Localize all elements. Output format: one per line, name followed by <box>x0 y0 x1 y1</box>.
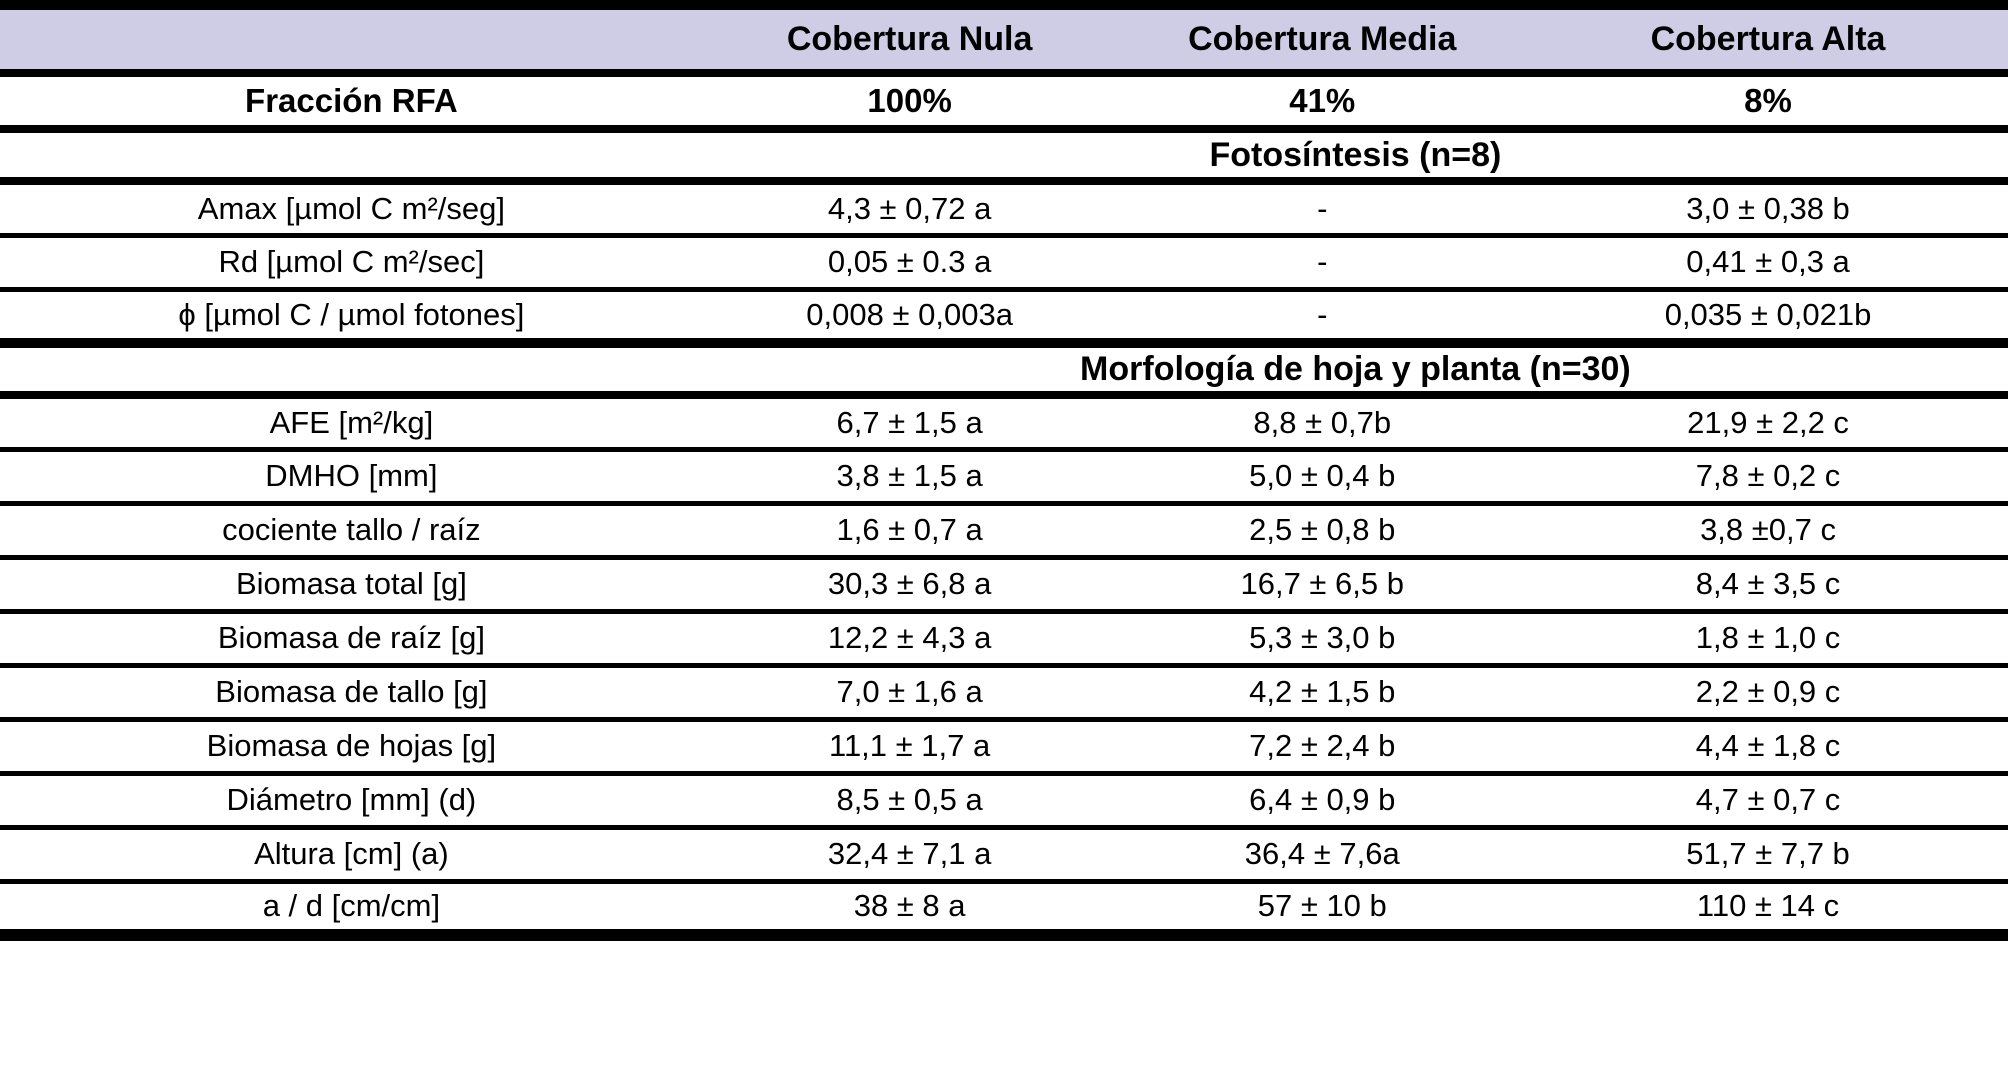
cell-value: 4,7 ± 0,7 c <box>1695 782 1841 817</box>
cell-value: 57 ± 10 b <box>1257 888 1387 924</box>
cell-value: 32,4 ± 7,1 a <box>827 836 992 871</box>
table-row: Biomasa de raíz [g] 12,2 ± 4,3 a 5,3 ± 3,0… <box>0 611 2008 665</box>
cell-value: 6,7 ± 1,5 a <box>836 404 983 440</box>
header-cell-cobertura-media: Cobertura Media <box>1188 20 1457 58</box>
table-row: Biomasa de hojas [g] 11,1 ± 1,7 a 7,2 ± 2,… <box>0 719 2008 773</box>
table-row: Amax [µmol C m²/seg] 4,3 ± 0,72 a - 3,0 ± 0… <box>0 181 2008 235</box>
cell-value: 6,4 ± 0,9 b <box>1249 782 1396 817</box>
cell-value: 8,4 ± 3,5 c <box>1695 566 1841 601</box>
section-empty-cell <box>0 343 703 395</box>
cell-value: 2,5 ± 0,8 b <box>1249 512 1396 547</box>
cell-value: 4,4 ± 1,8 c <box>1695 728 1841 763</box>
cell-value: 8,8 ± 0,7b <box>1253 404 1392 440</box>
results-table: Cobertura Nula Cobertura Media Cobertura… <box>0 0 2008 935</box>
cell-value: 5,0 ± 0,4 b <box>1249 458 1396 493</box>
row-label: a / d [cm/cm] <box>262 888 441 924</box>
cell-value: 8% <box>1744 82 1792 119</box>
row-label: cociente tallo / raíz <box>222 512 481 547</box>
cell-value: 3,8 ±0,7 c <box>1700 512 1836 547</box>
table-row: DMHO [mm] 3,8 ± 1,5 a 5,0 ± 0,4 b 7,8 ± 0,2… <box>0 449 2008 503</box>
cell-value: - <box>1317 190 1328 226</box>
row-label: Biomasa de tallo [g] <box>215 674 488 709</box>
section-title: Morfología de hoja y planta (n=30) <box>1080 350 1631 388</box>
cell-value: 1,8 ± 1,0 c <box>1695 620 1841 655</box>
cell-value: 21,9 ± 2,2 c <box>1687 404 1849 440</box>
row-label: Diámetro [mm] (d) <box>226 782 477 817</box>
cell-value: 8,5 ± 0,5 a <box>836 782 983 817</box>
table-row: ϕ [µmol C / µmol fotones] 0,008 ± 0,003a -… <box>0 289 2008 343</box>
fraccion-rfa-row: Fracción RFA 100% 41% 8% <box>0 73 2008 129</box>
table-header-row: Cobertura Nula Cobertura Media Cobertura… <box>0 5 2008 73</box>
section-header-row: Fotosíntesis (n=8) <box>0 129 2008 181</box>
table-row: Biomasa de tallo [g] 7,0 ± 1,6 a 4,2 ± 1,5… <box>0 665 2008 719</box>
cell-value: 0,035 ± 0,021b <box>1664 296 1872 332</box>
table-row: Diámetro [mm] (d) 8,5 ± 0,5 a 6,4 ± 0,9 b 4… <box>0 773 2008 827</box>
cell-value: 7,8 ± 0,2 c <box>1695 458 1841 493</box>
cell-value: 51,7 ± 7,7 b <box>1686 836 1850 871</box>
cell-value: 0,05 ± 0.3 a <box>827 244 992 279</box>
row-label: Rd [µmol C m²/sec] <box>218 244 485 279</box>
header-cell-cobertura-alta: Cobertura Alta <box>1650 20 1886 58</box>
row-label: Amax [µmol C m²/seg] <box>197 190 506 226</box>
table-row: AFE [m²/kg] 6,7 ± 1,5 a 8,8 ± 0,7b 21,9 ± 2… <box>0 395 2008 449</box>
section-empty-cell <box>0 129 703 181</box>
cell-value: 100% <box>867 82 952 119</box>
row-label: AFE [m²/kg] <box>269 404 434 440</box>
section-header-row: Morfología de hoja y planta (n=30) <box>0 343 2008 395</box>
cell-value: 30,3 ± 6,8 a <box>827 566 992 601</box>
cell-value: - <box>1317 296 1328 332</box>
table-row: Altura [cm] (a) 32,4 ± 7,1 a 36,4 ± 7,6a 51… <box>0 827 2008 881</box>
cell-value: - <box>1317 244 1328 279</box>
section-title: Fotosíntesis (n=8) <box>1209 135 1502 174</box>
cell-value: 36,4 ± 7,6a <box>1244 836 1400 871</box>
row-label: Altura [cm] (a) <box>254 836 449 871</box>
cell-value: 16,7 ± 6,5 b <box>1240 566 1405 601</box>
cell-value: 4,3 ± 0,72 a <box>827 190 992 226</box>
cell-value: 5,3 ± 3,0 b <box>1249 620 1396 655</box>
header-cell-empty <box>0 5 703 73</box>
cell-value: 4,2 ± 1,5 b <box>1249 674 1396 709</box>
row-label: Fracción RFA <box>245 82 458 119</box>
cell-value: 3,8 ± 1,5 a <box>836 458 983 493</box>
cell-value: 38 ± 8 a <box>853 888 966 924</box>
cell-value: 12,2 ± 4,3 a <box>827 620 992 655</box>
table-row: cociente tallo / raíz 1,6 ± 0,7 a 2,5 ± 0,… <box>0 503 2008 557</box>
table-row: Rd [µmol C m²/sec] 0,05 ± 0.3 a - 0,41 ± 0,… <box>0 235 2008 289</box>
header-cell-cobertura-nula: Cobertura Nula <box>786 20 1033 58</box>
table-row: a / d [cm/cm] 38 ± 8 a 57 ± 10 b 110 ± 14 c <box>0 881 2008 935</box>
table-body: Fracción RFA 100% 41% 8% Fotosíntesis (n… <box>0 73 2008 935</box>
cell-value: 110 ± 14 c <box>1696 888 1840 924</box>
cell-value: 0,41 ± 0,3 a <box>1686 244 1850 279</box>
row-label: Biomasa total [g] <box>235 566 467 601</box>
cell-value: 11,1 ± 1,7 a <box>829 728 991 763</box>
cell-value: 7,2 ± 2,4 b <box>1249 728 1396 763</box>
cell-value: 7,0 ± 1,6 a <box>836 674 983 709</box>
cell-value: 41% <box>1289 82 1356 119</box>
table-row: Biomasa total [g] 30,3 ± 6,8 a 16,7 ± 6,5 … <box>0 557 2008 611</box>
cell-value: 1,6 ± 0,7 a <box>836 512 983 547</box>
cell-value: 0,008 ± 0,003a <box>806 296 1013 332</box>
row-label: Biomasa de hojas [g] <box>206 728 497 763</box>
cell-value: 3,0 ± 0,38 b <box>1686 190 1850 226</box>
row-label: Biomasa de raíz [g] <box>217 620 485 655</box>
row-label: DMHO [mm] <box>265 458 438 493</box>
cell-value: 2,2 ± 0,9 c <box>1695 674 1841 709</box>
row-label: ϕ [µmol C / µmol fotones] <box>178 296 525 332</box>
